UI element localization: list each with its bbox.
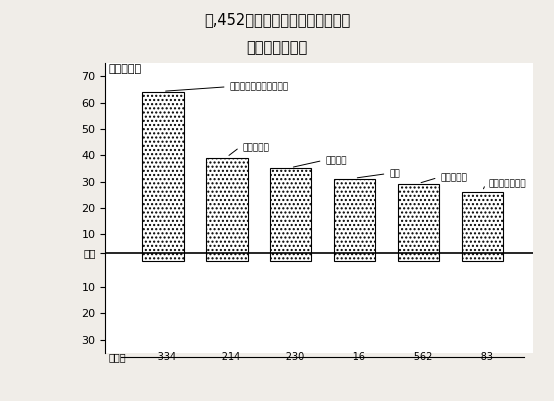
Text: —16: —16 — [343, 352, 366, 362]
Bar — [334, 179, 375, 261]
Text: １,452人の障害者社員の出勤状況: １,452人の障害者社員の出勤状況 — [204, 12, 350, 27]
Text: 現場技能者: 現場技能者 — [441, 173, 468, 182]
Bar — [398, 184, 439, 261]
Text: 操作技手: 操作技手 — [326, 156, 347, 165]
Text: —230: —230 — [276, 352, 305, 362]
Text: 労務: 労務 — [389, 169, 401, 178]
Bar — [461, 192, 503, 261]
Bar — [206, 158, 248, 261]
Text: 社員数: 社員数 — [109, 352, 126, 362]
Text: —83: —83 — [471, 352, 494, 362]
Text: サービスの職業: サービスの職業 — [489, 180, 526, 189]
Text: —562: —562 — [404, 352, 433, 362]
Text: パーセント: パーセント — [109, 64, 142, 74]
Text: 平均: 平均 — [83, 248, 96, 258]
Bar — [270, 168, 311, 261]
Text: 事務的職業: 事務的職業 — [243, 143, 270, 152]
Bar — [142, 92, 183, 261]
Text: 専門的、技術的、管理的: 専門的、技術的、管理的 — [230, 82, 289, 91]
Text: —214: —214 — [213, 352, 241, 362]
Text: —334: —334 — [149, 352, 177, 362]
Text: 職業分類による: 職業分類による — [247, 40, 307, 55]
